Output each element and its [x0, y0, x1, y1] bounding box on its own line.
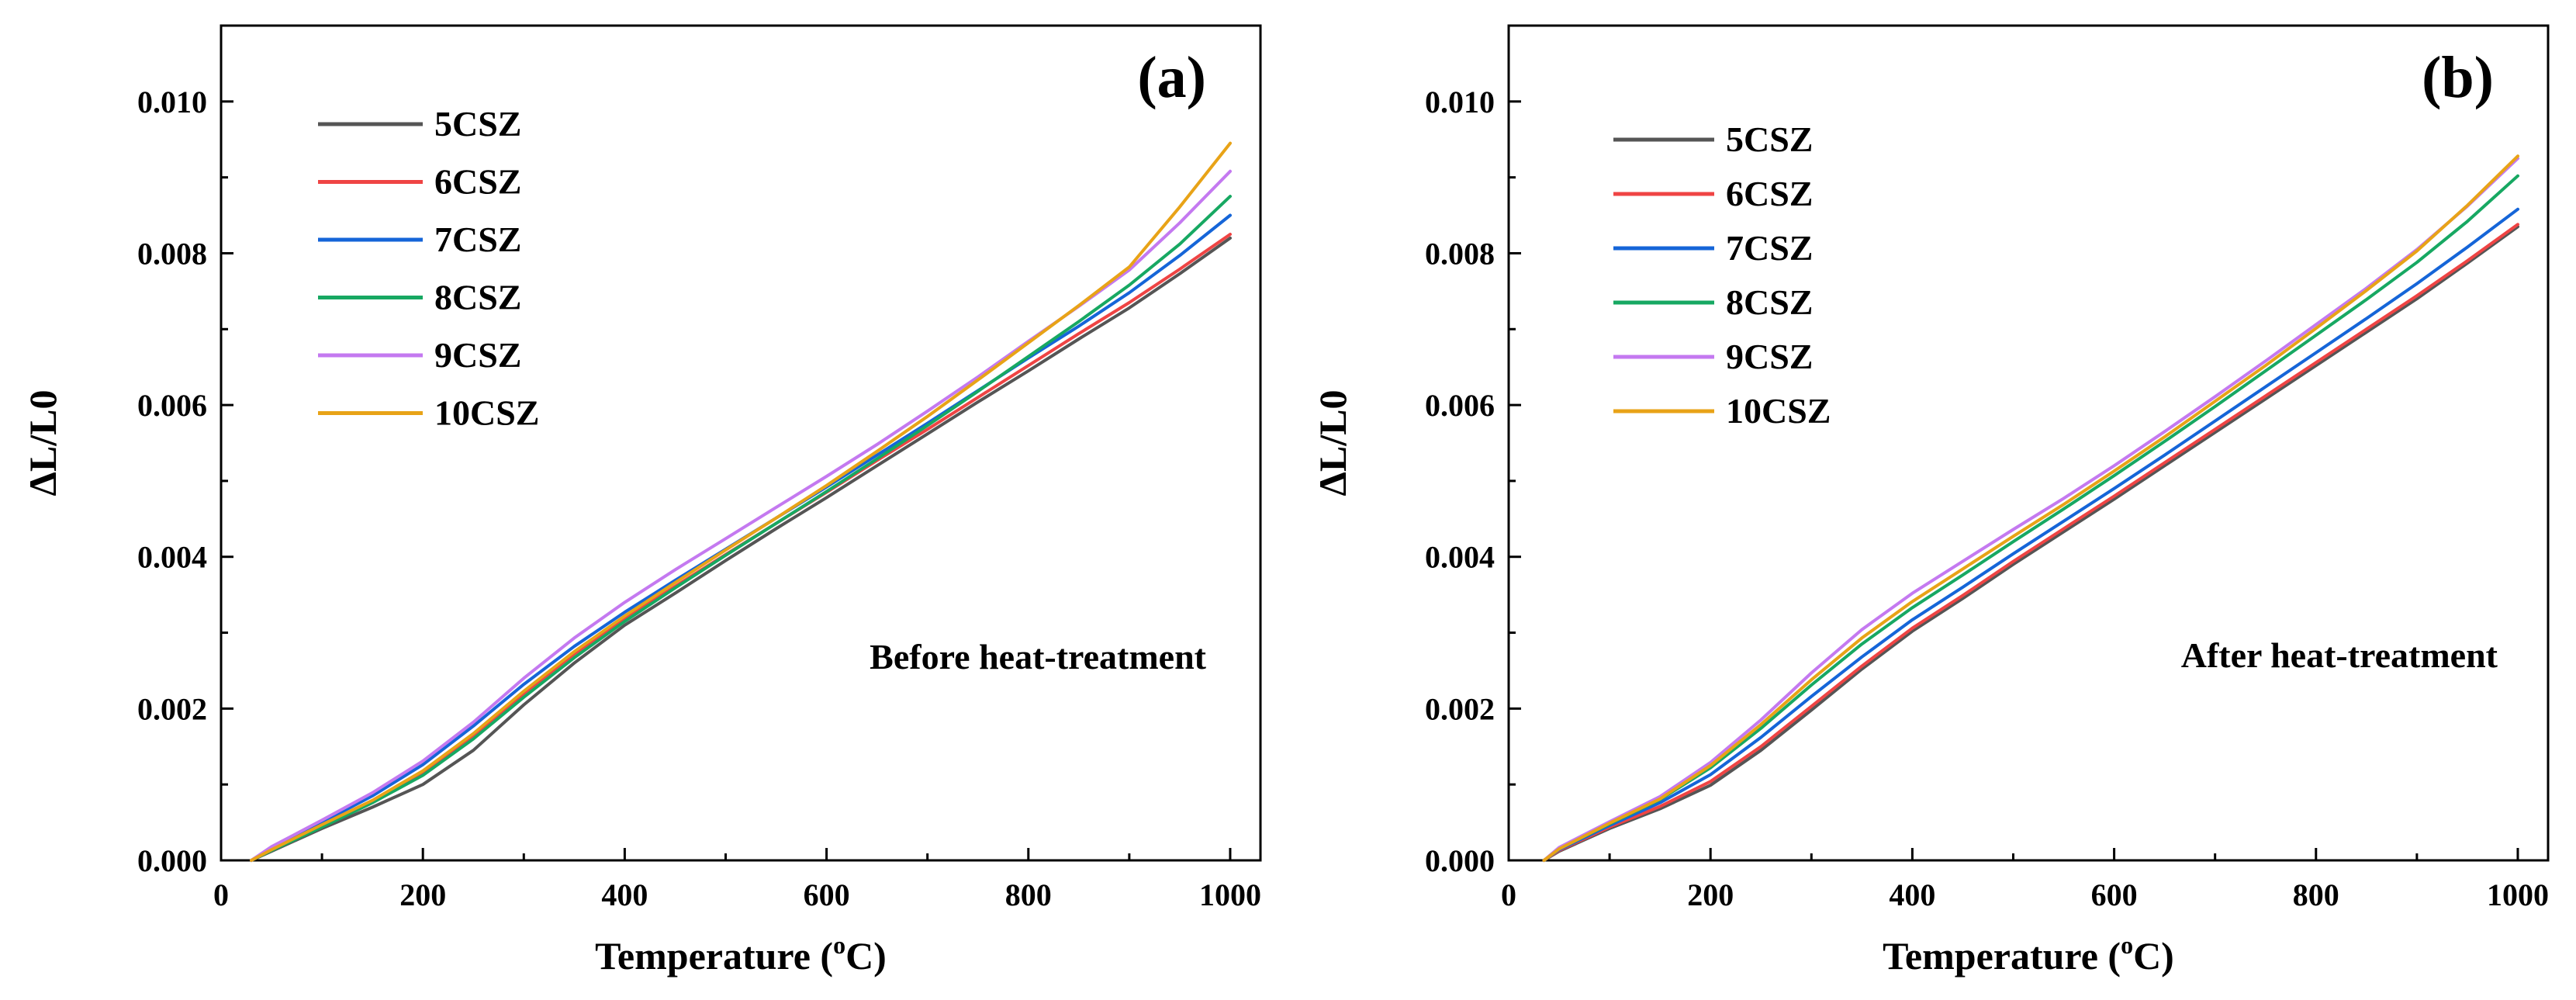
plot-frame: [1507, 24, 2550, 862]
legend-label: 8CSZ: [1726, 282, 1813, 322]
y-axis-title: ΔL/L0: [21, 390, 64, 497]
x-tick-label: 600: [804, 877, 850, 912]
legend-label: 6CSZ: [434, 162, 521, 202]
y-tick-label: 0.006: [137, 388, 207, 423]
chart-panel-0: 0 200 400 600 800 1000 0.000 0.002 0.004 0.006 0.0…: [21, 24, 1262, 978]
x-tick-label: 200: [1687, 877, 1734, 912]
chart-panel-1: 0 200 400 600 800 1000 0.000 0.002 0.004 0.006 0.0…: [1311, 24, 2550, 978]
y-tick-label: 0.000: [1425, 843, 1495, 878]
x-tick-label: 1000: [1199, 877, 1261, 912]
y-tick-label: 0.002: [137, 691, 207, 726]
x-tick-label: 400: [1889, 877, 1935, 912]
y-tick-label: 0.002: [1425, 691, 1495, 726]
x-tick-label: 800: [2293, 877, 2339, 912]
legend-label: 9CSZ: [434, 335, 521, 375]
x-axis-title-tail: C): [845, 934, 887, 978]
panel-label: (a): [1137, 45, 1206, 110]
series-line-9CSZ: [1542, 157, 2519, 862]
x-tick-label: 0: [1501, 877, 1516, 912]
legend-label: 9CSZ: [1726, 337, 1813, 376]
x-axis-title-sup: o: [833, 931, 845, 959]
condition-annotation: After heat-treatment: [2181, 635, 2498, 675]
x-tick-label: 200: [399, 877, 446, 912]
series-line-5CSZ: [250, 236, 1232, 862]
series-line-6CSZ: [1542, 223, 2519, 862]
legend: 5CSZ 6CSZ 7CSZ 8CSZ 9CSZ 10CSZ: [1613, 119, 1831, 431]
series-line-7CSZ: [1542, 207, 2519, 862]
legend: 5CSZ 6CSZ 7CSZ 8CSZ 9CSZ 10CSZ: [318, 104, 539, 433]
legend-label: 6CSZ: [1726, 174, 1813, 213]
y-axis-title: ΔL/L0: [1311, 390, 1354, 497]
x-axis-title-main: Temperature (: [595, 934, 833, 978]
legend-label: 5CSZ: [1726, 119, 1813, 159]
series-line-8CSZ: [250, 195, 1232, 862]
x-tick-label: 800: [1005, 877, 1052, 912]
y-tick-label: 0.000: [137, 843, 207, 878]
legend-label: 10CSZ: [1726, 391, 1831, 431]
legend-label: 7CSZ: [434, 220, 521, 259]
y-tick-label: 0.004: [1425, 540, 1495, 575]
y-tick-label: 0.010: [1425, 85, 1495, 119]
series-line-10CSZ: [1542, 154, 2519, 862]
panel-label: (b): [2422, 45, 2494, 110]
series-line-10CSZ: [250, 141, 1232, 862]
legend-label: 8CSZ: [434, 278, 521, 317]
x-axis-title-sup: o: [2121, 931, 2133, 959]
series-line-9CSZ: [250, 169, 1232, 862]
x-axis-title: Temperature (oC): [1883, 931, 2174, 978]
x-axis-title: Temperature (oC): [595, 931, 887, 978]
y-tick-label: 0.004: [137, 540, 207, 575]
x-tick-label: 400: [601, 877, 648, 912]
x-tick-label: 1000: [2487, 877, 2549, 912]
x-tick-label: 600: [2091, 877, 2138, 912]
legend-label: 7CSZ: [1726, 228, 1813, 268]
x-axis-title-main: Temperature (: [1883, 934, 2121, 978]
plot-frame: [220, 24, 1262, 862]
y-tick-label: 0.006: [1425, 388, 1495, 423]
y-tick-label: 0.010: [137, 85, 207, 119]
x-tick-label: 0: [213, 877, 229, 912]
y-tick-label: 0.008: [1425, 236, 1495, 271]
x-axis-title-tail: C): [2133, 934, 2174, 978]
series-line-7CSZ: [250, 213, 1232, 862]
series-line-5CSZ: [1542, 225, 2519, 862]
y-tick-label: 0.008: [137, 236, 207, 271]
condition-annotation: Before heat-treatment: [870, 637, 1207, 676]
legend-label: 10CSZ: [434, 393, 539, 433]
legend-label: 5CSZ: [434, 104, 521, 144]
